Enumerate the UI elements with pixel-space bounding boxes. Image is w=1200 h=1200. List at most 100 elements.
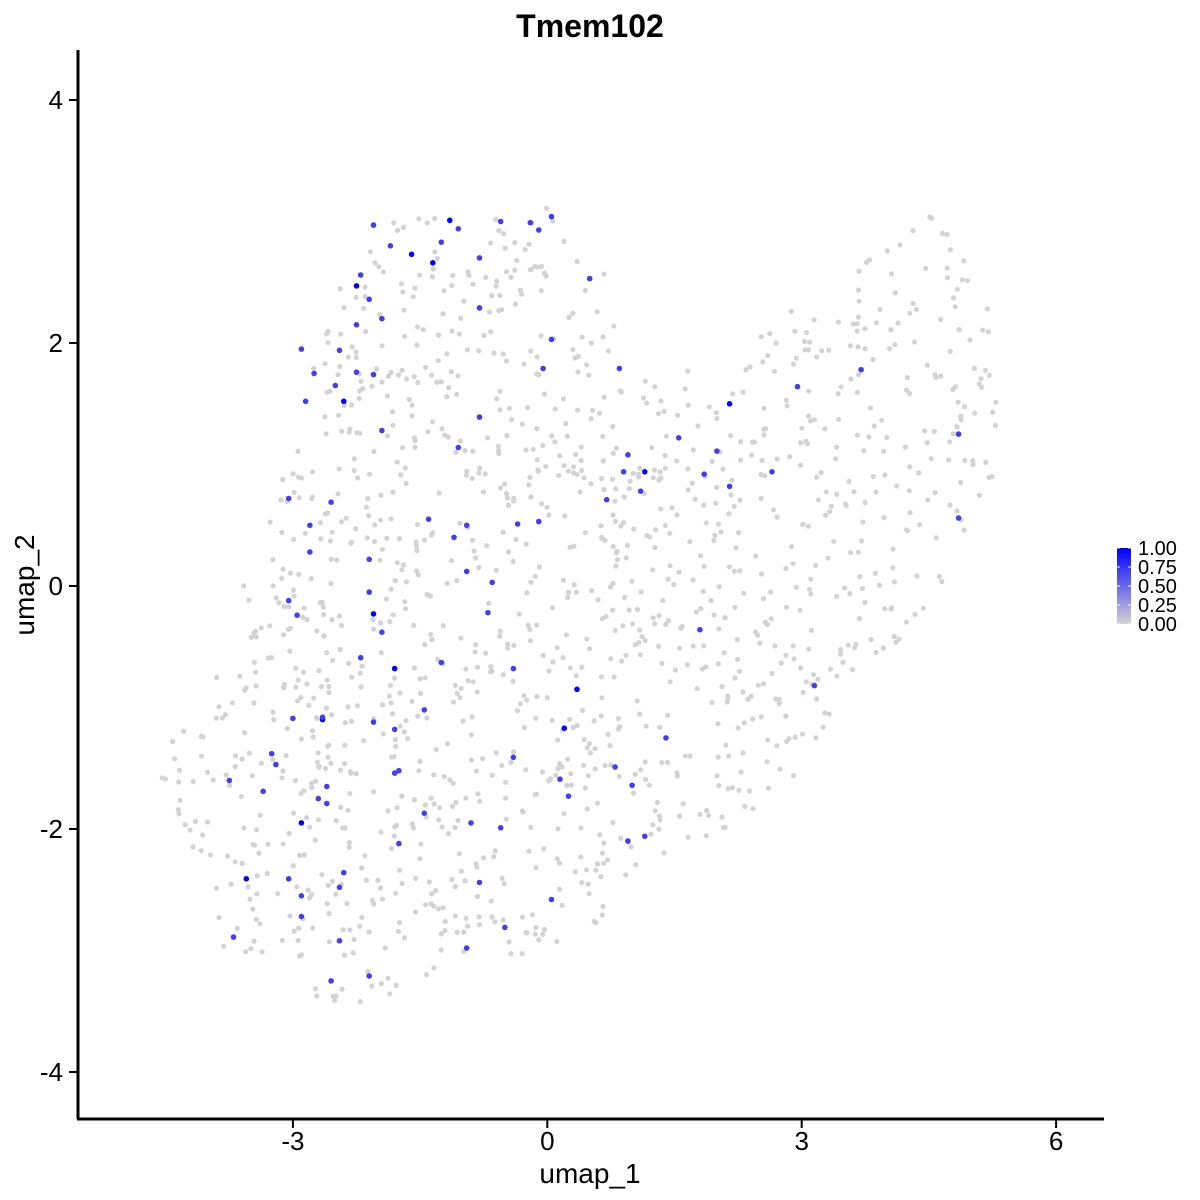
cell-point (465, 678, 471, 684)
cell-point (213, 885, 220, 891)
expressing-cell-point (357, 272, 364, 278)
cell-point (377, 557, 383, 563)
cell-point (947, 439, 953, 445)
cell-point (389, 409, 395, 415)
cell-point (502, 245, 508, 251)
cell-point (414, 342, 420, 348)
cell-point (693, 609, 700, 615)
cell-point (585, 881, 591, 887)
cell-point (464, 347, 470, 353)
cell-point (335, 491, 341, 497)
cell-point (351, 468, 357, 474)
cell-point (190, 779, 196, 785)
cell-point (840, 659, 846, 666)
cell-point (284, 725, 290, 732)
cell-point (578, 457, 584, 463)
cell-point (662, 522, 669, 529)
cell-point (658, 506, 664, 512)
cell-point (731, 503, 737, 509)
cell-point (500, 529, 506, 536)
cell-point (586, 372, 592, 378)
cell-point (512, 240, 518, 246)
cell-point (853, 641, 859, 647)
cell-point (290, 587, 297, 593)
cell-point (938, 373, 944, 379)
cell-point (431, 903, 437, 909)
expressing-cell-point (430, 260, 436, 266)
expressing-cells (226, 213, 962, 984)
cell-point (455, 373, 461, 379)
colorbar-label: 1.00 (1138, 538, 1177, 560)
cell-point (690, 643, 696, 649)
cell-point (892, 290, 898, 296)
cell-point (605, 857, 611, 863)
cell-point (238, 794, 244, 800)
cell-point (599, 534, 605, 541)
cell-point (554, 645, 560, 651)
expressing-cell-point (298, 893, 305, 899)
cell-point (309, 728, 316, 734)
y-ticks: -4 -2 0 2 4 (40, 85, 78, 1087)
cell-point (388, 369, 394, 375)
cell-point (489, 293, 495, 299)
cell-point (610, 423, 616, 430)
cell-point (600, 433, 606, 440)
cell-point (429, 637, 435, 643)
cell-point (954, 508, 960, 514)
cell-point (932, 372, 938, 378)
cell-point (990, 409, 996, 415)
cell-point (819, 348, 825, 354)
cell-point (637, 627, 643, 633)
cell-point (907, 509, 913, 516)
cell-point (444, 741, 450, 747)
cell-point (894, 483, 900, 489)
cell-point (814, 354, 820, 360)
cell-point (458, 315, 464, 321)
cell-point (729, 477, 735, 483)
cell-point (526, 482, 532, 488)
cell-point (806, 413, 812, 419)
cell-point (709, 699, 715, 706)
cell-point (646, 782, 652, 788)
cell-point (216, 704, 222, 710)
cell-point (511, 495, 517, 501)
cell-point (623, 872, 629, 878)
cell-point (808, 627, 815, 633)
cell-point (413, 909, 419, 915)
cell-point (310, 469, 316, 475)
cell-point (415, 324, 421, 330)
cell-point (502, 481, 508, 487)
cell-point (661, 850, 667, 856)
cell-point (734, 637, 740, 643)
cell-point (223, 772, 229, 778)
cell-point (571, 582, 577, 588)
cell-point (650, 822, 656, 828)
cell-point (345, 354, 351, 360)
cell-point (291, 928, 297, 934)
cell-point (616, 773, 622, 779)
cell-point (910, 228, 916, 234)
cell-point (452, 913, 458, 919)
cell-point (446, 384, 452, 391)
cell-point (636, 640, 642, 646)
cell-point (320, 604, 326, 610)
cell-point (546, 668, 552, 674)
cell-point (488, 898, 494, 904)
cell-point (890, 546, 896, 552)
cell-point (904, 387, 910, 393)
cell-point (250, 841, 256, 848)
cell-point (820, 724, 826, 730)
cell-point (972, 410, 978, 416)
cell-point (685, 368, 691, 374)
y-tick-label: -4 (40, 1057, 63, 1087)
cell-point (783, 652, 789, 658)
cell-point (656, 643, 662, 650)
cell-point (324, 331, 330, 337)
expressing-cell-point (637, 488, 644, 495)
cell-point (648, 831, 654, 837)
cell-point (578, 444, 584, 450)
cell-point (245, 884, 251, 890)
cell-point (357, 430, 363, 436)
cell-point (187, 827, 193, 833)
cell-point (351, 936, 357, 943)
